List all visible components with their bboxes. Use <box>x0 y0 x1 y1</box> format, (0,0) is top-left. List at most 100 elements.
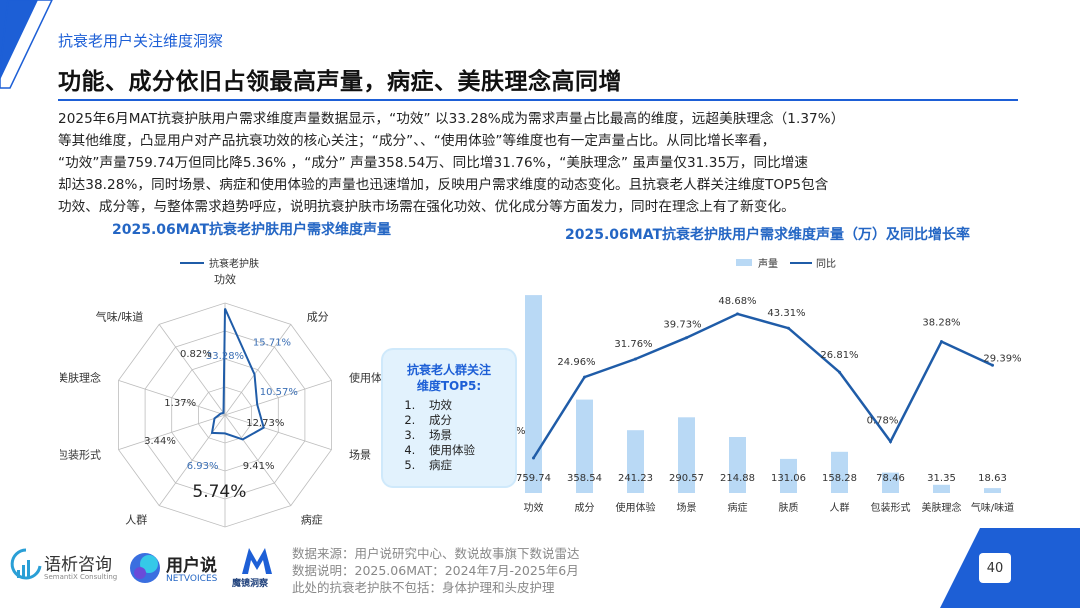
yoy-point <box>787 326 790 330</box>
category-label: 病症 <box>728 501 748 514</box>
radar-axis-label: 包装形式 <box>60 449 101 462</box>
category-label: 场景 <box>677 501 697 514</box>
netvoices-name: 用户说 <box>166 556 217 576</box>
radar-axis-label: 使用体验 <box>349 370 390 384</box>
top5-item: 场景 <box>419 428 515 443</box>
radar-axis-label: 场景 <box>349 448 371 462</box>
netvoices-logo: 用户说 NETVOICES <box>128 550 233 590</box>
radar-spoke <box>158 324 226 416</box>
semantix-en-name: SemantiX Consulting <box>44 573 118 581</box>
yoy-label: 48.68% <box>718 296 756 307</box>
page-number: 40 <box>979 553 1011 583</box>
volume-bar <box>678 417 695 493</box>
radar-value-label: 6.93% <box>187 461 219 472</box>
radar-spoke <box>118 380 226 416</box>
semantix-mark-icon <box>10 548 42 580</box>
volume-label: 759.74 <box>516 473 551 484</box>
yoy-label: 26.81% <box>820 350 858 361</box>
radar-value-label: 33.28% <box>206 351 244 362</box>
legend-bar-swatch <box>736 259 752 266</box>
volume-bar <box>984 488 1001 493</box>
yoy-label: 38.28% <box>922 318 960 329</box>
summary-line: “功效”声量759.74万但同比降5.36% ，“成分” 声量358.54万、同… <box>58 155 809 171</box>
radar-spoke <box>224 324 292 416</box>
radar-series-line <box>210 308 265 441</box>
radar-axis-label: 成分 <box>307 310 329 323</box>
top5-title-line: 维度TOP5: <box>416 379 482 393</box>
category-label: 气味/味道 <box>971 501 1014 514</box>
data-note: 此处的抗衰老护肤不包括：身体护理和头皮护理 <box>292 580 555 595</box>
volume-label: 131.06 <box>771 473 806 484</box>
section-label: 抗衰老用户关注维度洞察 <box>58 32 224 50</box>
footer-notes: 数据来源：用户说研究中心、数说故事旗下数说雷达 数据说明：2025.06MAT：… <box>292 545 580 596</box>
yoy-label: 24.96% <box>557 357 595 368</box>
volume-label: 214.88 <box>720 473 755 484</box>
legend-line-label: 同比 <box>816 258 836 270</box>
radar-spoke <box>224 380 332 416</box>
yoy-point <box>940 340 943 344</box>
category-label: 成分 <box>575 502 595 514</box>
summary-line: 功效、成分等，与整体需求趋势呼应，说明抗衰护肤市场需在强化功效、优化成分等方面发… <box>58 199 795 215</box>
yoy-point <box>634 357 637 361</box>
top5-item: 成分 <box>419 413 515 428</box>
radar-value-label: 3.44% <box>144 436 176 447</box>
volume-label: 78.46 <box>876 473 905 484</box>
semantix-logo: 语析咨询 SemantiX Consulting <box>10 548 120 588</box>
yoy-point <box>736 312 739 316</box>
volume-bar <box>729 437 746 493</box>
bar-chart-title: 2025.06MAT抗衰老护肤用户需求维度声量（万）及同比增长率 <box>565 227 970 243</box>
radar-value-label: 0.82% <box>180 349 212 360</box>
volume-bar <box>831 451 848 493</box>
volume-label: 290.57 <box>669 473 704 484</box>
volume-bar <box>933 484 950 493</box>
corner-decoration-top-left <box>0 0 53 89</box>
summary-line: 却达38.28%，同时场景、病症和使用体验的声量也迅速增加，反映用户需求维度的动… <box>58 177 829 193</box>
top5-list: 功效 成分 场景 使用体验 病症 <box>383 398 515 473</box>
category-label: 人群 <box>830 501 850 514</box>
radar-value-label: 10.57% <box>260 387 298 398</box>
volume-bar <box>525 295 542 493</box>
top5-item: 使用体验 <box>419 443 515 458</box>
radar-spoke <box>224 414 332 450</box>
yoy-point <box>889 440 892 444</box>
summary-line: 等其他维度，凸显用户对产品抗衰功效的核心关注；“成分”、、“使用体验”等维度也有… <box>58 133 776 149</box>
radar-spoke <box>224 414 292 506</box>
legend-bar-label: 声量 <box>758 257 778 270</box>
radar-chart: 抗衰老护肤功效成分使用体验场景病症肤质 人群 包装形式 美肤理念 气味/味道 33.28%… <box>60 257 390 545</box>
netvoices-en-name: NETVOICES <box>166 574 218 584</box>
mojing-logo: 魔镜洞察 <box>232 548 282 592</box>
category-label: 包装形式 <box>871 501 911 514</box>
yoy-label: 29.39% <box>983 353 1021 364</box>
yoy-point <box>838 370 841 374</box>
yoy-label: 39.73% <box>663 320 701 331</box>
radar-axis-label: 美肤理念 <box>60 370 101 384</box>
volume-label: 158.28 <box>822 473 857 484</box>
bar-line-chart: 声量 同比 759.74 功效 358.54 成分 241.23 使用体验 290.57 场景 21… <box>490 257 1021 514</box>
top5-title-line: 抗衰老人群关注 <box>406 363 491 377</box>
radar-value-label: 9.41% <box>243 461 275 472</box>
category-label: 使用体验 <box>616 501 656 514</box>
yoy-label: 0.78% <box>867 416 899 427</box>
volume-bar <box>780 458 797 493</box>
radar-value-label: 1.37% <box>164 398 196 409</box>
summary-line: 2025年6月MAT抗衰护肤用户需求维度声量数据显示，“功效” 以33.28%成… <box>58 111 845 127</box>
yoy-point <box>991 363 994 367</box>
radar-axis-label: 人群 <box>125 513 147 527</box>
radar-value-label: 12.73% <box>246 418 284 429</box>
top5-item: 病症 <box>419 458 515 473</box>
radar-axis-label: 气味/味道 <box>96 309 144 323</box>
category-label: 肤质 <box>779 501 799 514</box>
top5-callout: 抗衰老人群关注 维度TOP5: 功效 成分 场景 使用体验 病症 <box>383 350 515 486</box>
yoy-point <box>583 375 586 379</box>
semantix-name: 语析咨询 <box>44 555 112 575</box>
volume-bar <box>882 472 899 493</box>
yoy-label: 43.31% <box>767 308 805 319</box>
netvoices-mark-icon <box>130 553 160 583</box>
yoy-line <box>532 312 994 459</box>
radar-value-label: 15.71% <box>253 338 291 349</box>
volume-label: 18.63 <box>978 473 1007 484</box>
legend-label: 抗衰老护肤 <box>209 257 259 270</box>
summary-paragraph: 2025年6月MAT抗衰护肤用户需求维度声量数据显示，“功效” 以33.28%成… <box>58 108 1028 218</box>
radar-axis-label: 肤质 <box>214 544 236 545</box>
yoy-point <box>685 336 688 340</box>
